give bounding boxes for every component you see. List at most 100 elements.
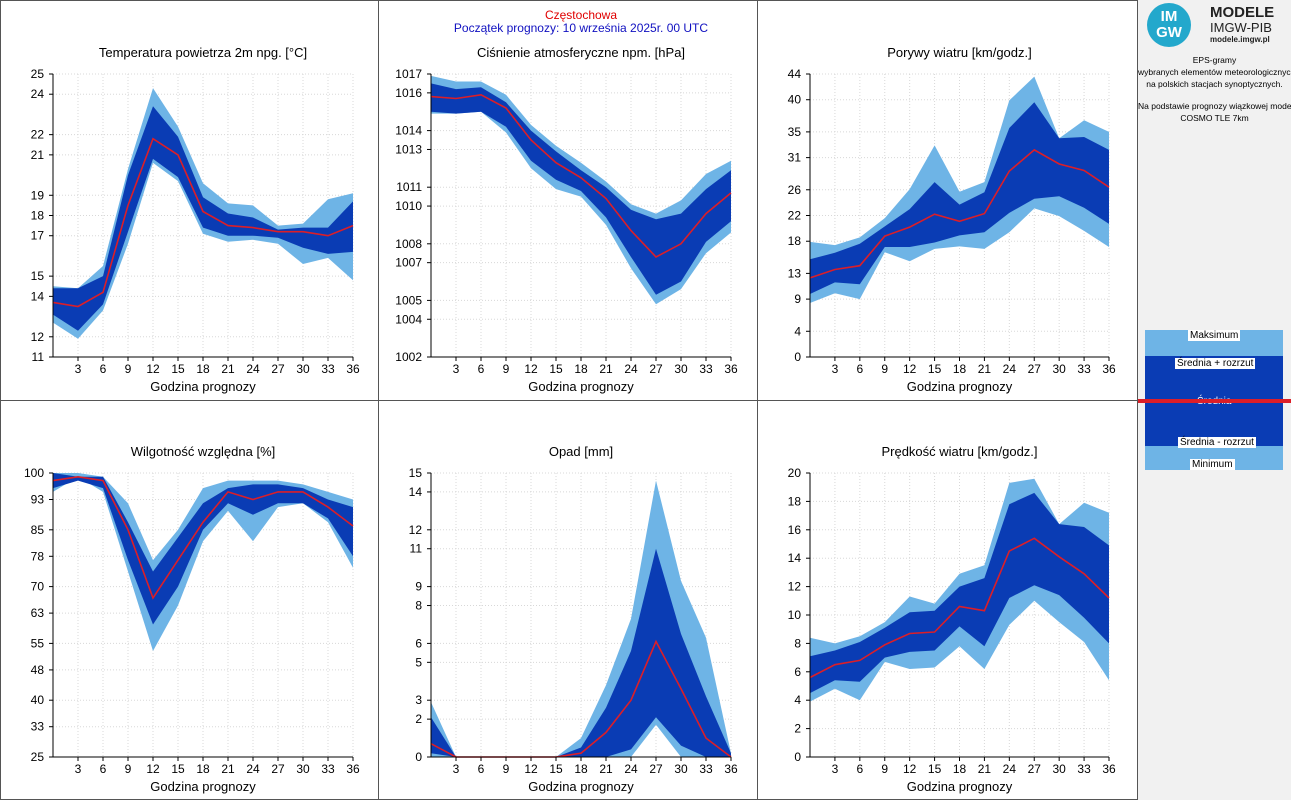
y-tick-label: 19 — [31, 188, 45, 202]
x-tick-label: 12 — [524, 762, 538, 776]
x-tick-label: 6 — [856, 362, 863, 376]
x-tick-label: 21 — [978, 362, 992, 376]
y-tick-label: 40 — [788, 93, 802, 107]
x-tick-label: 36 — [1102, 762, 1116, 776]
y-tick-label: 5 — [415, 655, 422, 669]
x-tick-label: 24 — [624, 362, 638, 376]
y-tick-label: 93 — [31, 493, 45, 507]
x-tick-label: 36 — [1102, 362, 1116, 376]
x-tick-label: 33 — [699, 362, 713, 376]
desc-line: wybranych elementów meteorologicznych — [1138, 67, 1291, 77]
y-tick-label: 13 — [788, 266, 802, 280]
x-tick-label: 18 — [953, 362, 967, 376]
desc-line: Na podstawie prognozy wiązkowej modelu — [1138, 101, 1291, 111]
station-title: Częstochowa — [545, 8, 617, 22]
x-tick-label: 33 — [699, 762, 713, 776]
mean-line — [809, 148, 1110, 279]
y-tick-label: 12 — [788, 580, 802, 594]
y-tick-label: 100 — [24, 466, 44, 480]
y-tick-label: 16 — [788, 523, 802, 537]
x-tick-label: 36 — [346, 362, 360, 376]
y-tick-label: 6 — [415, 636, 422, 650]
y-tick-label: 2 — [415, 712, 422, 726]
y-tick-label: 26 — [788, 183, 802, 197]
x-tick-label: 36 — [346, 762, 360, 776]
x-axis-label: Godzina prognozy — [150, 379, 256, 394]
y-tick-label: 1013 — [395, 142, 422, 156]
y-tick-label: 1017 — [395, 67, 422, 81]
x-tick-label: 30 — [1052, 762, 1066, 776]
x-tick-label: 27 — [649, 762, 663, 776]
band-max-min — [53, 473, 353, 651]
x-tick-label: 36 — [724, 762, 738, 776]
y-tick-label: 1011 — [396, 180, 422, 194]
x-tick-label: 30 — [674, 362, 688, 376]
x-tick-label: 6 — [100, 762, 107, 776]
y-tick-label: 22 — [31, 128, 45, 142]
y-tick-label: 4 — [794, 324, 801, 338]
x-tick-label: 12 — [146, 362, 160, 376]
x-tick-label: 3 — [75, 362, 82, 376]
x-tick-label: 21 — [221, 762, 235, 776]
y-tick-label: 18 — [31, 209, 45, 223]
x-tick-label: 9 — [881, 362, 888, 376]
y-tick-label: 8 — [794, 636, 801, 650]
y-tick-label: 1008 — [395, 237, 422, 251]
x-tick-label: 18 — [196, 362, 210, 376]
x-tick-label: 9 — [503, 362, 510, 376]
x-tick-label: 12 — [146, 762, 160, 776]
x-tick-label: 30 — [1052, 362, 1066, 376]
y-tick-label: 15 — [409, 466, 423, 480]
x-tick-label: 18 — [574, 762, 588, 776]
y-tick-label: 78 — [31, 549, 45, 563]
mean-line — [809, 537, 1110, 679]
band-spread — [53, 106, 353, 331]
y-tick-label: 20 — [788, 466, 802, 480]
y-tick-label: 1004 — [395, 312, 422, 326]
y-tick-label: 85 — [31, 523, 45, 537]
x-tick-label: 21 — [599, 762, 613, 776]
band-spread — [431, 83, 731, 295]
y-tick-label: 1007 — [395, 256, 422, 270]
x-tick-label: 36 — [724, 362, 738, 376]
y-tick-label: 70 — [31, 580, 45, 594]
x-tick-label: 18 — [574, 362, 588, 376]
x-tick-label: 27 — [1028, 762, 1042, 776]
x-axis-label: Godzina prognozy — [907, 779, 1013, 794]
y-tick-label: 25 — [31, 67, 45, 81]
y-tick-label: 14 — [788, 551, 802, 565]
y-tick-label: 24 — [31, 87, 45, 101]
x-tick-label: 3 — [453, 762, 460, 776]
y-tick-label: 12 — [409, 523, 423, 537]
mean-line — [52, 137, 354, 308]
y-tick-label: 10 — [788, 608, 802, 622]
y-tick-label: 63 — [31, 606, 45, 620]
x-axis-label: Godzina prognozy — [528, 379, 634, 394]
x-tick-label: 3 — [75, 762, 82, 776]
y-tick-label: 1002 — [395, 350, 422, 364]
x-tick-label: 15 — [928, 362, 942, 376]
x-tick-label: 30 — [296, 362, 310, 376]
x-tick-label: 24 — [246, 762, 260, 776]
desc-line: COSMO TLE 7km — [1180, 113, 1249, 123]
x-tick-label: 27 — [649, 362, 663, 376]
y-tick-label: 0 — [794, 750, 801, 764]
x-tick-label: 27 — [1028, 362, 1042, 376]
y-tick-label: 2 — [794, 722, 801, 736]
x-tick-label: 30 — [674, 762, 688, 776]
y-tick-label: 31 — [788, 151, 802, 165]
y-tick-label: 1016 — [395, 86, 422, 100]
x-tick-label: 15 — [171, 762, 185, 776]
forecast-start: Początek prognozy: 10 września 2025r. 00… — [454, 21, 708, 35]
x-tick-label: 15 — [549, 762, 563, 776]
chart-title: Prędkość wiatru [km/godz.] — [881, 444, 1037, 459]
chart-title: Wilgotność względna [%] — [131, 444, 276, 459]
logo-letters: IM GW — [1156, 8, 1182, 41]
logo-title: MODELE — [1210, 4, 1275, 21]
x-tick-label: 21 — [221, 362, 235, 376]
y-tick-label: 14 — [31, 289, 45, 303]
x-tick-label: 24 — [624, 762, 638, 776]
